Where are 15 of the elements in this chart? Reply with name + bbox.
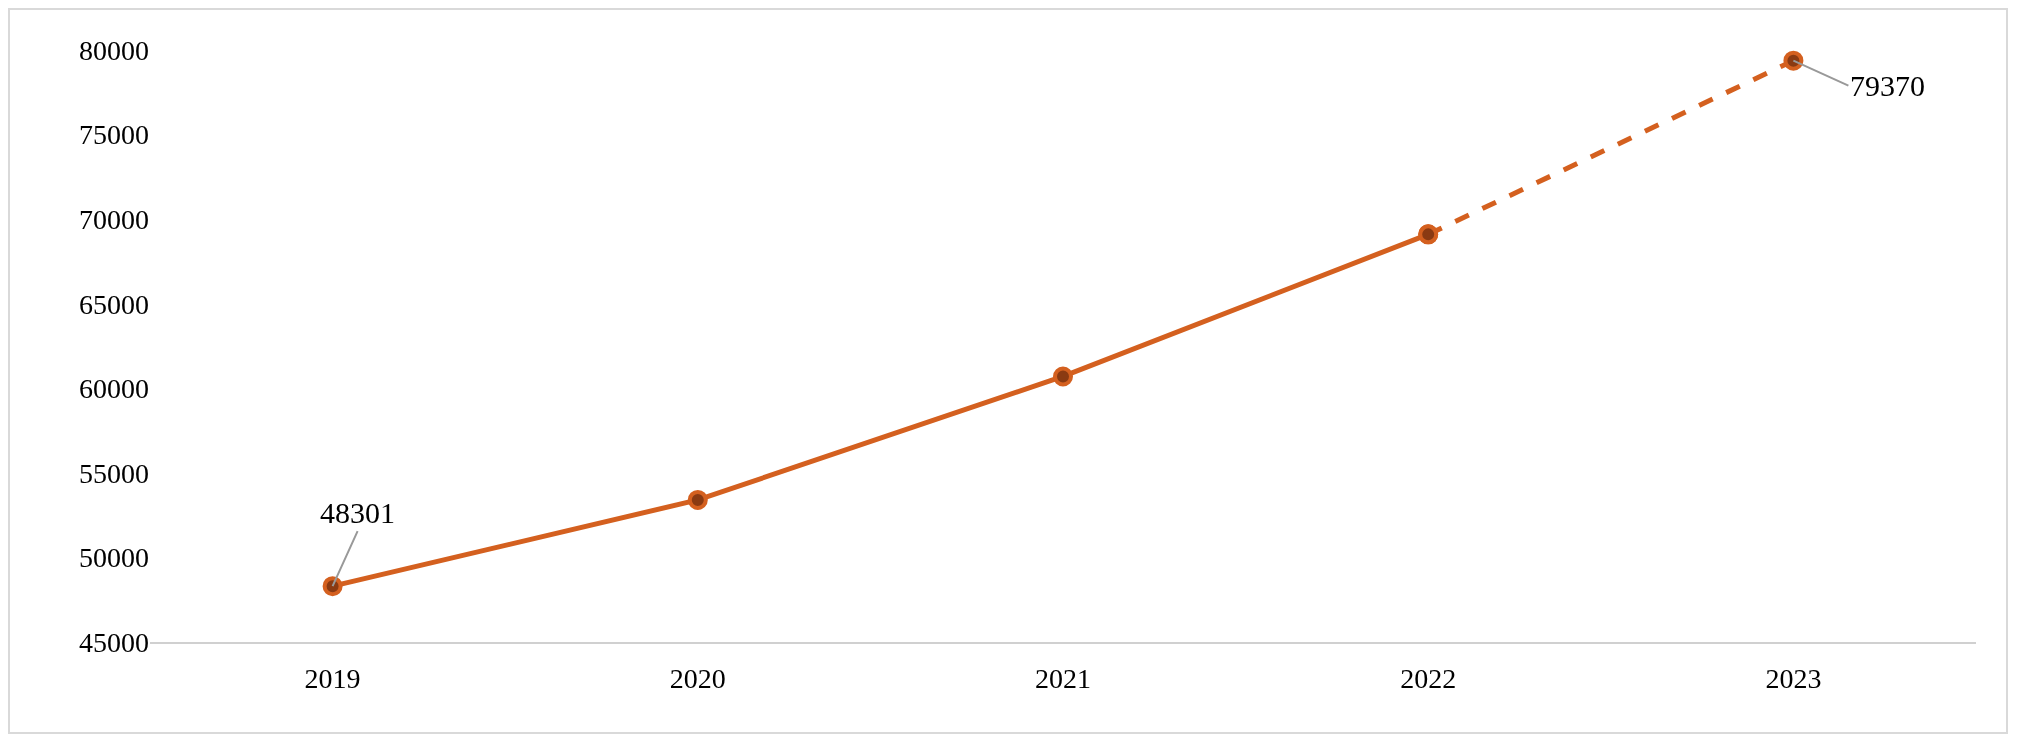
- y-tick-label: 65000: [79, 288, 149, 320]
- x-tick-label: 2021: [1035, 662, 1091, 694]
- x-tick-label: 2019: [304, 662, 361, 694]
- x-tick-label: 2020: [669, 662, 726, 694]
- y-tick-label: 45000: [79, 626, 149, 658]
- y-tick-label: 60000: [79, 373, 149, 405]
- y-tick-label: 80000: [79, 34, 149, 66]
- y-tick-label: 55000: [79, 457, 149, 489]
- y-tick-label: 70000: [79, 203, 149, 235]
- x-tick-label: 2022: [1400, 662, 1457, 694]
- y-tick-label: 75000: [79, 119, 149, 151]
- data-label: 48301: [320, 496, 395, 529]
- data-label: 79370: [1850, 69, 1925, 102]
- y-tick-label: 50000: [79, 542, 149, 574]
- x-tick-label: 2023: [1765, 662, 1822, 694]
